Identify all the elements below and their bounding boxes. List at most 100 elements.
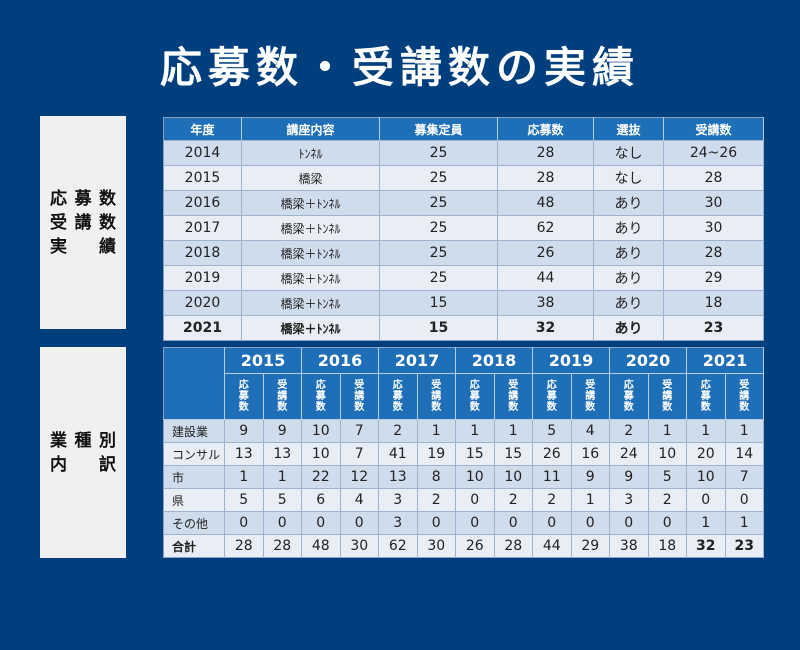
cell-applicants: 38 (497, 290, 594, 316)
cell-course: 橋梁＋ﾄﾝﾈﾙ (241, 265, 380, 291)
cell-attendees: 1 (571, 488, 610, 512)
cell-applicants: 0 (609, 511, 649, 535)
subheader-attendees: 受講数 (263, 373, 302, 420)
cell-year: 2016 (163, 190, 242, 216)
cell-attendees: 23 (663, 315, 764, 341)
cell-applicants: 11 (532, 465, 572, 489)
subheader-text: 応募数 (700, 380, 711, 413)
cell-course: 橋梁＋ﾄﾝﾈﾙ (241, 315, 380, 341)
cell-selection: あり (593, 215, 664, 241)
cell-capacity: 15 (379, 290, 498, 316)
cell-applicants: 44 (497, 265, 594, 291)
cell-attendees: 29 (663, 265, 764, 291)
breakdown-table: 2015 2016 2017 2018 2019 2020 2021 応募数 受講数 応募数 受講… (163, 347, 764, 558)
cell-capacity: 25 (379, 265, 498, 291)
section1-label-line: 受講数 (50, 212, 116, 233)
row-label: 合計 (163, 534, 225, 558)
cell-applicants: 62 (378, 534, 418, 558)
cell-applicants: 10 (686, 465, 726, 489)
cell-year: 2020 (163, 290, 242, 316)
cell-applicants: 0 (301, 511, 341, 535)
cell-applicants: 26 (497, 240, 594, 266)
subheader-attendees: 受講数 (648, 373, 687, 420)
table-row: 2015 橋梁 25 28 なし 28 (163, 165, 764, 191)
cell-attendees: 10 (648, 442, 687, 466)
cell-applicants: 1 (686, 511, 726, 535)
year-header: 2020 (609, 347, 687, 374)
cell-attendees: 29 (571, 534, 610, 558)
subheader-text: 受講数 (585, 380, 596, 413)
subheader-applicants: 応募数 (378, 373, 418, 420)
cell-applicants: 28 (497, 140, 594, 166)
cell-applicants: 5 (532, 419, 572, 443)
cell-applicants: 3 (378, 511, 418, 535)
cell-applicants: 32 (497, 315, 594, 341)
cell-applicants: 24 (609, 442, 649, 466)
cell-course: 橋梁＋ﾄﾝﾈﾙ (241, 290, 380, 316)
cell-capacity: 25 (379, 240, 498, 266)
cell-attendees: 28 (663, 165, 764, 191)
breakdown-corner (163, 347, 225, 420)
subheader-text: 応募数 (546, 380, 557, 413)
subheader-text: 応募数 (392, 380, 403, 413)
year-header: 2019 (532, 347, 610, 374)
cell-course: 橋梁＋ﾄﾝﾈﾙ (241, 190, 380, 216)
subheader-text: 応募数 (623, 380, 634, 413)
cell-year: 2021 (163, 315, 242, 341)
header-applicants: 応募数 (497, 117, 594, 141)
cell-attendees: 2 (417, 488, 456, 512)
table-row: 市 1 1 22 12 13 8 10 10 11 9 9 5 10 7 (163, 465, 764, 489)
subheader-text: 応募数 (469, 380, 480, 413)
cell-attendees: 13 (263, 442, 302, 466)
subheader-text: 受講数 (354, 380, 365, 413)
section2-label-line: 業種別 (50, 430, 116, 451)
cell-attendees: 1 (263, 465, 302, 489)
table-row: 2014 ﾄﾝﾈﾙ 25 28 なし 24~26 (163, 140, 764, 166)
cell-attendees: 19 (417, 442, 456, 466)
table-row: 2021 橋梁＋ﾄﾝﾈﾙ 15 32 あり 23 (163, 315, 764, 341)
cell-attendees: 1 (725, 511, 764, 535)
cell-attendees: 30 (663, 190, 764, 216)
cell-attendees: 23 (725, 534, 764, 558)
subheader-text: 応募数 (238, 380, 249, 413)
breakdown-year-row: 2015 2016 2017 2018 2019 2020 2021 (163, 347, 764, 420)
cell-applicants: 48 (497, 190, 594, 216)
table-row: その他 0 0 0 0 3 0 0 0 0 0 0 0 1 1 (163, 511, 764, 535)
cell-attendees: 14 (725, 442, 764, 466)
subheader-attendees: 受講数 (340, 373, 379, 420)
cell-selection: なし (593, 165, 664, 191)
cell-applicants: 26 (532, 442, 572, 466)
cell-applicants: 15 (455, 442, 495, 466)
cell-attendees: 30 (417, 534, 456, 558)
section2-label-line: 内 訳 (50, 454, 116, 475)
cell-attendees: 18 (663, 290, 764, 316)
cell-attendees: 30 (663, 215, 764, 241)
subheader-applicants: 応募数 (455, 373, 495, 420)
cell-attendees: 0 (571, 511, 610, 535)
header-course: 講座内容 (241, 117, 380, 141)
cell-attendees: 2 (494, 488, 533, 512)
cell-attendees: 0 (340, 511, 379, 535)
row-label: 建設業 (163, 419, 225, 443)
results-table: 年度 講座内容 募集定員 応募数 選抜 受講数 2014 ﾄﾝﾈﾙ 25 28 なし 24… (163, 117, 764, 341)
section2-label: 業種別 内 訳 (40, 347, 126, 558)
cell-selection: あり (593, 190, 664, 216)
cell-applicants: 13 (378, 465, 418, 489)
cell-attendees: 2 (648, 488, 687, 512)
cell-applicants: 0 (224, 511, 264, 535)
cell-attendees: 4 (571, 419, 610, 443)
cell-selection: あり (593, 315, 664, 341)
cell-applicants: 0 (686, 488, 726, 512)
table-row: 2020 橋梁＋ﾄﾝﾈﾙ 15 38 あり 18 (163, 290, 764, 316)
cell-applicants: 13 (224, 442, 264, 466)
table-row: 2019 橋梁＋ﾄﾝﾈﾙ 25 44 あり 29 (163, 265, 764, 291)
cell-applicants: 62 (497, 215, 594, 241)
subheader-text: 受講数 (277, 380, 288, 413)
subheader-attendees: 受講数 (725, 373, 764, 420)
section1-label: 応募数 受講数 実 績 (40, 116, 126, 329)
cell-attendees: 1 (725, 419, 764, 443)
cell-attendees: 0 (494, 511, 533, 535)
cell-applicants: 10 (301, 419, 341, 443)
cell-applicants: 10 (301, 442, 341, 466)
cell-year: 2017 (163, 215, 242, 241)
